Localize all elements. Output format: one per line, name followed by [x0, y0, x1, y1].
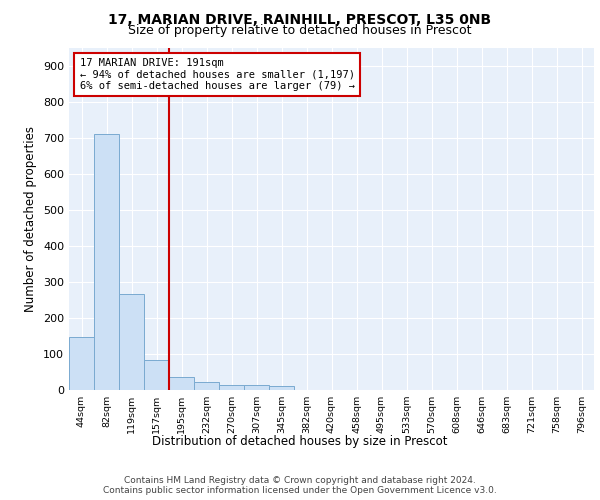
Bar — [269, 386, 294, 390]
Bar — [169, 378, 194, 390]
Text: Contains HM Land Registry data © Crown copyright and database right 2024.
Contai: Contains HM Land Registry data © Crown c… — [103, 476, 497, 495]
Bar — [194, 382, 219, 390]
Text: Distribution of detached houses by size in Prescot: Distribution of detached houses by size … — [152, 435, 448, 448]
Text: 17, MARIAN DRIVE, RAINHILL, PRESCOT, L35 0NB: 17, MARIAN DRIVE, RAINHILL, PRESCOT, L35… — [109, 12, 491, 26]
Bar — [219, 386, 244, 390]
Text: Size of property relative to detached houses in Prescot: Size of property relative to detached ho… — [128, 24, 472, 37]
Bar — [69, 336, 94, 390]
Y-axis label: Number of detached properties: Number of detached properties — [25, 126, 37, 312]
Bar — [119, 294, 144, 390]
Text: 17 MARIAN DRIVE: 191sqm
← 94% of detached houses are smaller (1,197)
6% of semi-: 17 MARIAN DRIVE: 191sqm ← 94% of detache… — [79, 58, 355, 91]
Bar — [244, 386, 269, 390]
Bar — [144, 360, 169, 390]
Bar — [94, 134, 119, 390]
